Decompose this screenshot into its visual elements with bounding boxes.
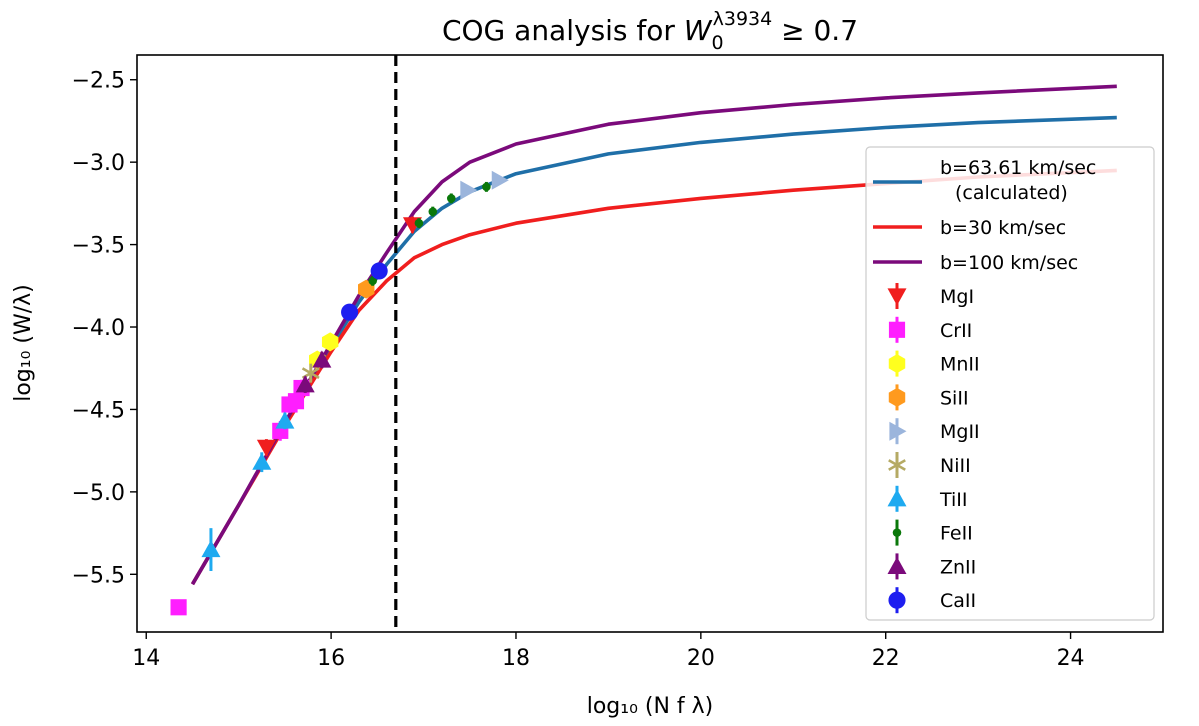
point-crii-4 — [287, 393, 305, 410]
legend: b=63.61 km/sec (calculated) b=30 km/sec b=1… — [865, 146, 1155, 621]
point-mgi-1 — [256, 439, 276, 457]
legend-label-b-30-km-sec: b=30 km/sec — [940, 217, 1066, 239]
y-tick-label-5: −3.0 — [72, 151, 125, 176]
point-mgii-1 — [460, 180, 478, 200]
point-feii-1 — [368, 276, 377, 286]
legend-label-mgi: MgI — [940, 286, 974, 308]
point-znii-1 — [295, 375, 315, 393]
legend-box — [865, 146, 1155, 621]
legend-marker-caii — [888, 591, 906, 609]
point-tiii-1 — [201, 540, 221, 558]
legend-label-znii: ZnII — [940, 556, 976, 578]
x-tick-label-22: 22 — [872, 646, 900, 671]
legend-marker-mgii — [889, 421, 907, 441]
point-znii-2 — [312, 350, 332, 368]
legend-label-calculated: (calculated) — [955, 182, 1068, 204]
point-feii-4 — [446, 194, 456, 203]
legend-label-feii: FeII — [940, 523, 973, 545]
point-mnii-2 — [321, 332, 339, 352]
legend-marker-siii — [888, 387, 906, 407]
legend-label-b-63-61-km-sec: b=63.61 km/sec — [940, 157, 1096, 179]
chart-title-prefix: COG analysis for — [442, 14, 684, 47]
legend-label-tiii: TiII — [939, 489, 968, 511]
chart-title-superscript: λ3934 — [713, 8, 773, 30]
legend-label-b-100-km-sec: b=100 km/sec — [940, 252, 1078, 274]
chart-title-suffix: ≥ 0.7 — [772, 14, 858, 47]
chart-title-subscript: 0 — [712, 32, 724, 54]
legend-marker-znii — [887, 556, 907, 574]
x-tick-label-16: 16 — [317, 646, 345, 671]
y-tick-label-4: −3.5 — [72, 234, 125, 259]
legend-marker-mgi — [887, 288, 907, 306]
y-tick-label-1: −5.0 — [72, 481, 125, 506]
chart-title-symbol: W — [684, 14, 713, 47]
point-tiii-2 — [252, 452, 272, 470]
y-tick-label-6: −2.5 — [72, 69, 125, 94]
legend-marker-tiii — [887, 489, 907, 507]
x-tick-label-20: 20 — [687, 646, 715, 671]
x-tick-label-18: 18 — [502, 646, 530, 671]
legend-label-niii: NiII — [940, 455, 971, 477]
legend-label-caii: CaII — [940, 590, 976, 612]
legend-label-mgii: MgII — [940, 421, 980, 443]
legend-marker-feii — [892, 528, 902, 537]
y-axis-label: log₁₀ (W/λ) — [11, 284, 36, 402]
point-tiii-3 — [275, 411, 295, 429]
point-mgii-2 — [491, 170, 509, 190]
x-tick-label-24: 24 — [1057, 646, 1085, 671]
plot-frame — [136, 54, 1164, 633]
legend-label-siii: SiII — [940, 387, 969, 409]
point-feii-3 — [428, 207, 438, 216]
legend-marker-mnii — [888, 354, 906, 374]
legend-label-mnii: MnII — [940, 354, 980, 376]
legend-marker-niii — [888, 455, 906, 475]
point-feii-2 — [414, 218, 424, 228]
x-axis-label: log₁₀ (N f λ) — [587, 694, 714, 719]
point-caii-1 — [341, 303, 359, 321]
y-tick-label-2: −4.5 — [72, 398, 125, 423]
chart-title: COG analysis for W0λ3934 ≥ 0.7 — [442, 8, 858, 54]
x-tick-label-14: 14 — [132, 646, 160, 671]
point-caii-2 — [370, 262, 388, 280]
legend-label-crii: CrII — [940, 320, 972, 342]
point-feii-5 — [482, 182, 491, 192]
y-tick-label-0: −5.5 — [72, 563, 125, 588]
point-crii-1 — [170, 599, 187, 616]
y-tick-label-3: −4.0 — [72, 316, 125, 341]
legend-marker-crii — [888, 321, 906, 338]
